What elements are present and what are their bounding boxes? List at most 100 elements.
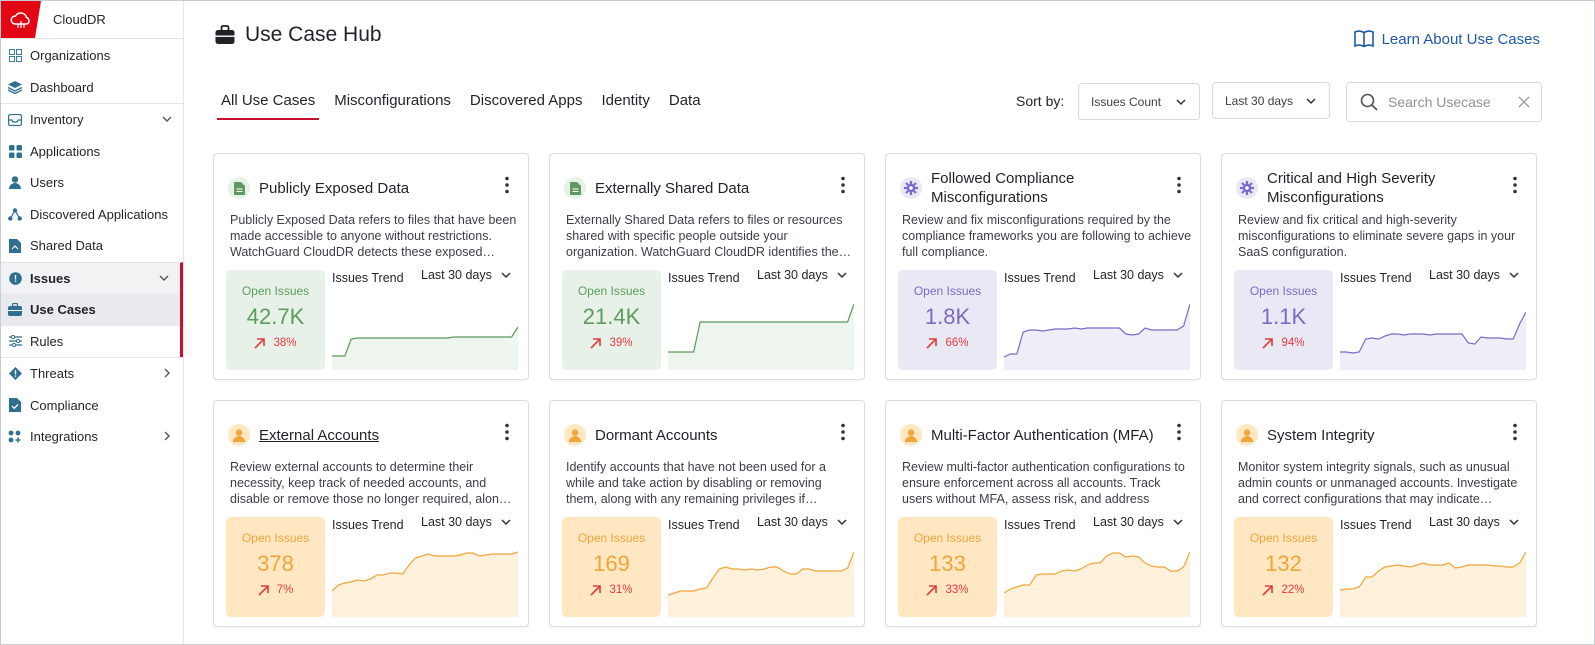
open-issues-label: Open Issues [241,284,310,298]
tab-misconfigurations[interactable]: Misconfigurations [334,92,451,109]
card-title: Critical and High Severity Misconfigurat… [1267,170,1436,206]
sparkline-line [332,326,518,357]
card-title: System Integrity [1267,426,1375,444]
more-options-icon[interactable] [504,423,510,441]
sidebar-item-integrations[interactable]: Integrations [1,421,183,453]
sparkline-area [668,552,854,617]
chevron-down-icon[interactable] [161,113,173,125]
card-header: System Integrity [1236,415,1506,455]
cloud-logo-icon [1,1,41,38]
sidebar-item-use-cases[interactable]: Use Cases [1,294,180,326]
sidebar-item-inventory[interactable]: Inventory [1,104,183,136]
brand[interactable]: CloudDR [1,1,183,39]
sparkline-area [332,327,518,370]
briefcase-icon [215,25,235,44]
trend-range-value: Last 30 days [757,268,828,282]
more-options-icon[interactable] [1512,423,1518,441]
use-case-card[interactable]: Critical and High Severity Misconfigurat… [1221,153,1537,380]
trend-range-select[interactable]: Last 30 days [1429,515,1520,529]
use-case-card[interactable]: System Integrity Monitor system integrity… [1221,400,1537,627]
use-case-card[interactable]: Dormant Accounts Identify accounts that h… [549,400,865,627]
card-description: Publicly Exposed Data refers to files th… [230,213,517,259]
trend-range-select[interactable]: Last 30 days [421,268,512,282]
threats-icon [8,367,22,381]
sidebar-item-compliance[interactable]: Compliance [1,390,183,422]
trend-range-select[interactable]: Last 30 days [1429,268,1520,282]
sidebar-item-users[interactable]: Users [1,167,183,199]
sidebar-item-organizations[interactable]: Organizations [1,40,183,72]
open-issues-count: 133 [929,551,966,576]
more-options-icon[interactable] [504,176,510,194]
sidebar-item-rules[interactable]: Rules [1,325,180,357]
sidebar-item-label: Dashboard [30,79,94,95]
tab-data[interactable]: Data [668,92,701,109]
users-icon [8,176,22,190]
sparkline-line [1004,303,1190,358]
tab-all-use-cases[interactable]: All Use Cases [217,89,320,120]
date-range-value: Last 30 days [1225,93,1294,108]
more-options-icon[interactable] [840,176,846,194]
nav-group-threats: Threats Compliance Integrations [1,357,183,453]
trend-range-select[interactable]: Last 30 days [1093,515,1184,529]
arrow-up-right-icon [926,584,938,596]
sidebar-item-shared-data[interactable]: Shared Data [1,230,183,262]
chevron-down-icon [501,272,511,279]
document-icon [564,177,586,199]
issues-change-value: 7% [276,584,294,596]
sidebar-item-discovered-applications[interactable]: Discovered Applications [1,199,183,231]
use-case-card[interactable]: Publicly Exposed Data Publicly Exposed Da… [213,153,529,380]
arrow-up-right-icon [926,337,938,349]
sidebar-item-label: Shared Data [30,238,103,254]
arrow-up-right-icon [258,584,269,596]
card-title: Publicly Exposed Data [259,179,410,197]
more-options-icon[interactable] [1176,176,1182,194]
chevron-down-icon[interactable] [158,272,170,284]
sidebar-item-dashboard[interactable]: Dashboard [1,72,183,104]
gear-icon [900,177,922,199]
more-options-icon[interactable] [1176,423,1182,441]
issues-trend-label: Issues Trend [1340,518,1412,532]
sidebar-item-label: Use Cases [30,302,96,318]
search-input[interactable] [1388,94,1512,110]
trend-range-select[interactable]: Last 30 days [757,515,848,529]
rules-icon [8,334,22,348]
more-options-icon[interactable] [840,423,846,441]
issues-change-value: 39% [609,337,633,349]
learn-link-label: Learn About Use Cases [1381,30,1540,48]
nav-group-issues: Issues Use Cases Rules [1,261,183,357]
sparkline-line [1340,311,1526,354]
use-case-card[interactable]: Externally Shared Data Externally Shared … [549,153,865,380]
sidebar-item-label: Discovered Applications [30,206,169,222]
trend-range-select[interactable]: Last 30 days [1093,268,1184,282]
issues-change-value: 22% [1281,584,1305,596]
card-title[interactable]: External Accounts [259,426,380,444]
sort-label: Sort by: [1016,93,1065,109]
chevron-down-icon [837,519,847,526]
sort-select[interactable]: Issues Count [1078,83,1200,120]
learn-about-use-cases-link[interactable]: Learn About Use Cases [1353,30,1540,48]
more-options-icon[interactable] [1512,176,1518,194]
issues-trend-sparkline [668,551,854,617]
sidebar-item-issues[interactable]: Issues [1,263,180,295]
chevron-right-icon[interactable] [161,367,173,379]
issues-change-value: 66% [945,337,969,349]
sidebar-item-threats[interactable]: Threats [1,358,183,390]
tab-identity[interactable]: Identity [601,92,650,109]
date-range-select[interactable]: Last 30 days [1212,82,1330,119]
issues-change-value: 94% [1281,337,1305,349]
clear-icon[interactable] [1518,96,1530,108]
open-issues-box: Open Issues 1.8K 66% [898,270,997,370]
sidebar-item-applications[interactable]: Applications [1,136,183,168]
use-case-card[interactable]: Followed Compliance Misconfigurations Rev… [885,153,1201,380]
integrations-icon [8,430,22,444]
sort-select-value: Issues Count [1091,94,1162,109]
trend-range-select[interactable]: Last 30 days [421,515,512,529]
use-case-card[interactable]: External Accounts Review external account… [213,400,529,627]
trend-range-select[interactable]: Last 30 days [757,268,848,282]
chevron-right-icon[interactable] [161,430,173,442]
open-issues-label: Open Issues [577,284,646,298]
tab-discovered-apps[interactable]: Discovered Apps [469,92,583,109]
use-case-card[interactable]: Multi-Factor Authentication (MFA) Review … [885,400,1201,627]
open-issues-box: Open Issues 378 7% [226,517,325,617]
gear-icon [1236,177,1258,199]
